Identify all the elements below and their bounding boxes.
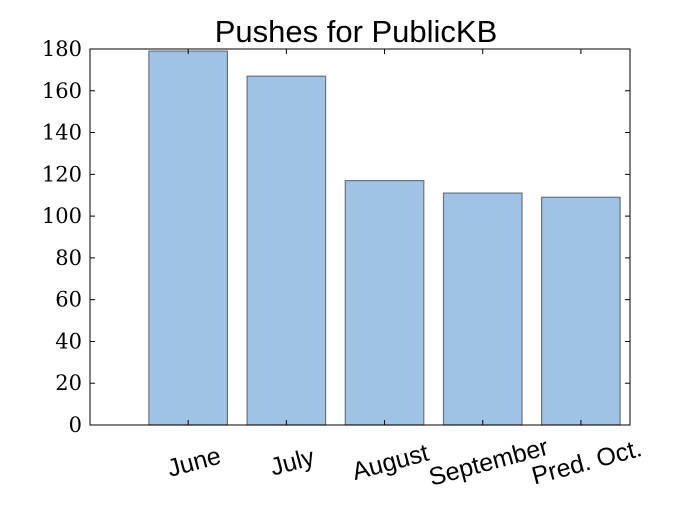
- ytick-label-40: 40: [55, 329, 82, 353]
- bar-june: [148, 50, 228, 426]
- bar-july: [246, 75, 327, 426]
- ytick-label-0: 0: [69, 413, 82, 437]
- ytick-label-80: 80: [55, 246, 82, 270]
- bar-pred-oct: [540, 196, 621, 426]
- ytick-label-20: 20: [55, 371, 82, 395]
- plot-area-frame: [89, 48, 631, 426]
- ytick-label-120: 120: [42, 162, 82, 186]
- ytick-label-180: 180: [42, 37, 82, 61]
- xtick-label-2: August: [349, 439, 431, 486]
- xtick-label-1: July: [267, 443, 318, 482]
- ytick-label-60: 60: [55, 288, 82, 312]
- chart-title: Pushes for PublicKB: [215, 14, 498, 49]
- bars-layer: [148, 50, 621, 426]
- xtick-label-0: June: [164, 442, 224, 483]
- ytick-label-160: 160: [42, 79, 82, 103]
- bar-august: [344, 180, 425, 426]
- bar-september: [442, 192, 523, 426]
- ytick-label-100: 100: [42, 204, 82, 228]
- ytick-label-140: 140: [42, 121, 82, 145]
